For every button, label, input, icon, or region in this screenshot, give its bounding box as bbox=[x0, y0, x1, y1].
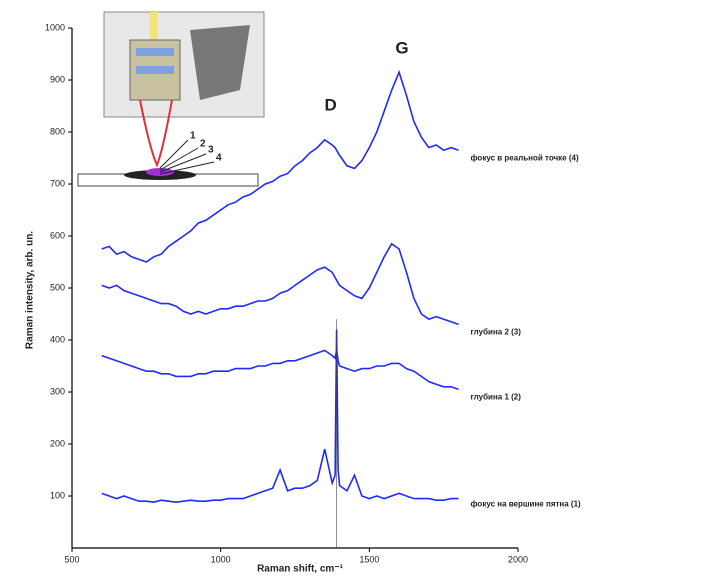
y-tick-label: 600 bbox=[50, 230, 65, 240]
peak-label: D bbox=[325, 95, 337, 114]
inset-label: 3 bbox=[208, 145, 214, 156]
y-tick-label: 900 bbox=[50, 74, 65, 84]
peak-label: G bbox=[395, 38, 408, 57]
inset-optic bbox=[190, 25, 250, 100]
inset-lens bbox=[136, 66, 174, 74]
inset-label: 2 bbox=[200, 139, 206, 150]
inset-label: 1 bbox=[190, 131, 196, 142]
series-label: фокус на вершине пятна (1) bbox=[471, 500, 581, 509]
y-tick-label: 400 bbox=[50, 334, 65, 344]
y-tick-label: 200 bbox=[50, 438, 65, 448]
y-tick-label: 500 bbox=[50, 282, 65, 292]
inset-focus bbox=[139, 99, 173, 168]
x-axis-title: Raman shift, cm⁻¹ bbox=[257, 564, 344, 575]
series-line bbox=[101, 329, 459, 504]
series-line bbox=[101, 349, 459, 391]
y-tick-label: 700 bbox=[50, 178, 65, 188]
inset-label: 4 bbox=[216, 153, 222, 164]
y-tick-label: 300 bbox=[50, 386, 65, 396]
y-tick-label: 100 bbox=[50, 490, 65, 500]
inset-beam bbox=[150, 12, 158, 52]
inset-lens bbox=[136, 48, 174, 56]
series-label: фокус в реальной точке (4) bbox=[471, 153, 579, 162]
x-tick-label: 1500 bbox=[359, 554, 379, 564]
series-label: глубина 2 (3) bbox=[471, 328, 522, 337]
inset-pointers bbox=[159, 139, 215, 175]
y-axis-title: Raman intensity, arb. un. bbox=[25, 231, 36, 349]
y-tick-label: 800 bbox=[50, 126, 65, 136]
series-line bbox=[101, 242, 459, 326]
x-tick-label: 2000 bbox=[508, 554, 528, 564]
x-tick-label: 500 bbox=[64, 554, 79, 564]
y-tick-label: 1000 bbox=[45, 22, 65, 32]
inset bbox=[77, 11, 265, 187]
series-line bbox=[101, 69, 459, 263]
series-label: глубина 1 (2) bbox=[471, 393, 522, 402]
x-tick-label: 1000 bbox=[211, 554, 231, 564]
